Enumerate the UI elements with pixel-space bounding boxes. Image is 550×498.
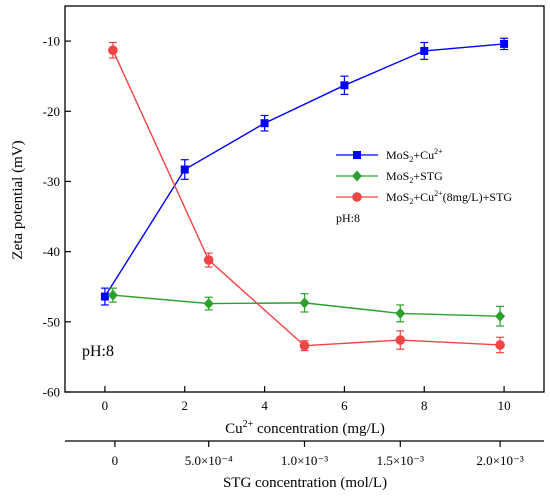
- series-mos2-cu-stg: [108, 41, 505, 354]
- legend-ph-note: pH:8: [336, 211, 360, 225]
- y-axis: -60 -50 -40 -30 -20 -10: [43, 34, 71, 400]
- y-tick-label: -60: [43, 385, 60, 400]
- y-tick-label: -50: [43, 314, 60, 329]
- x-primary-tick-label: 10: [498, 398, 511, 413]
- data-point-mos2-stg: [107, 289, 118, 301]
- x-secondary-tick-label: 2.0×10⁻³: [476, 453, 523, 468]
- data-point-mos2-cu: [500, 39, 509, 48]
- y-axis-title: Zeta potential (mV): [10, 140, 26, 259]
- y-tick-label: -20: [43, 104, 60, 119]
- data-point-mos2-cu-stg: [203, 255, 214, 265]
- plot-ph-note: pH:8: [82, 343, 114, 360]
- series-layer: [100, 37, 509, 354]
- data-point-mos2-cu: [100, 292, 109, 301]
- x-axis-primary: 0 2 4 6 8 10: [102, 386, 511, 413]
- data-point-mos2-cu: [180, 165, 189, 174]
- x-secondary-tick-label: 5.0×10⁻⁴: [185, 453, 233, 468]
- x-secondary-axis-title: STG concentration (mol/L): [223, 475, 387, 491]
- series-line-mos2-cu: [104, 43, 505, 297]
- x-primary-axis-title: Cu2+ concentration (mg/L): [225, 419, 385, 437]
- x-primary-tick-label: 6: [341, 398, 348, 413]
- x-primary-tick-label: 4: [261, 398, 268, 413]
- y-tick-label: -40: [43, 244, 60, 259]
- x-secondary-tick-label: 0: [112, 453, 119, 468]
- legend-marker-mos2-cu: [353, 151, 361, 159]
- legend-item-mos2-cu-stg: MoS2+Cu2+(8mg/L)+STG: [336, 189, 512, 206]
- data-point-mos2-cu: [420, 46, 429, 55]
- legend: MoS2+Cu2+ MoS2+STG MoS2+Cu2+(8mg/L)+STG …: [336, 147, 512, 225]
- x-axis-secondary: 0 5.0×10⁻⁴ 1.0×10⁻³ 1.5×10⁻³ 2.0×10⁻³: [65, 440, 544, 468]
- data-point-mos2-cu-stg: [395, 335, 406, 345]
- data-point-mos2-cu: [340, 81, 349, 90]
- x-secondary-tick-label: 1.0×10⁻³: [281, 453, 328, 468]
- legend-label-mos2-cu: MoS2+Cu2+: [386, 147, 443, 164]
- legend-marker-mos2-stg: [352, 170, 362, 182]
- data-point-mos2-cu-stg: [495, 340, 505, 350]
- data-point-mos2-stg: [395, 307, 406, 319]
- data-point-mos2-stg: [299, 297, 310, 309]
- legend-label-mos2-stg: MoS2+STG: [386, 169, 443, 185]
- x-primary-tick-label: 8: [421, 398, 428, 413]
- data-point-mos2-stg: [203, 298, 214, 310]
- data-point-mos2-cu-stg: [299, 340, 310, 351]
- x-primary-tick-label: 2: [182, 398, 189, 413]
- data-point-mos2-cu: [260, 119, 269, 128]
- plot-frame: [64, 5, 545, 393]
- series-mos2-stg: [107, 287, 506, 327]
- x-primary-tick-label: 0: [102, 398, 109, 413]
- legend-label-mos2-cu-stg: MoS2+Cu2+(8mg/L)+STG: [386, 189, 512, 206]
- y-tick-label: -10: [43, 34, 60, 49]
- series-mos2-cu: [100, 37, 509, 306]
- legend-item-mos2-cu: MoS2+Cu2+: [336, 147, 443, 164]
- legend-item-mos2-stg: MoS2+STG: [336, 169, 443, 185]
- y-tick-label: -30: [43, 174, 60, 189]
- legend-marker-mos2-cu-stg: [352, 192, 362, 202]
- data-point-mos2-stg: [495, 310, 506, 322]
- data-point-mos2-cu-stg: [108, 45, 118, 56]
- x-secondary-tick-label: 1.5×10⁻³: [377, 453, 424, 468]
